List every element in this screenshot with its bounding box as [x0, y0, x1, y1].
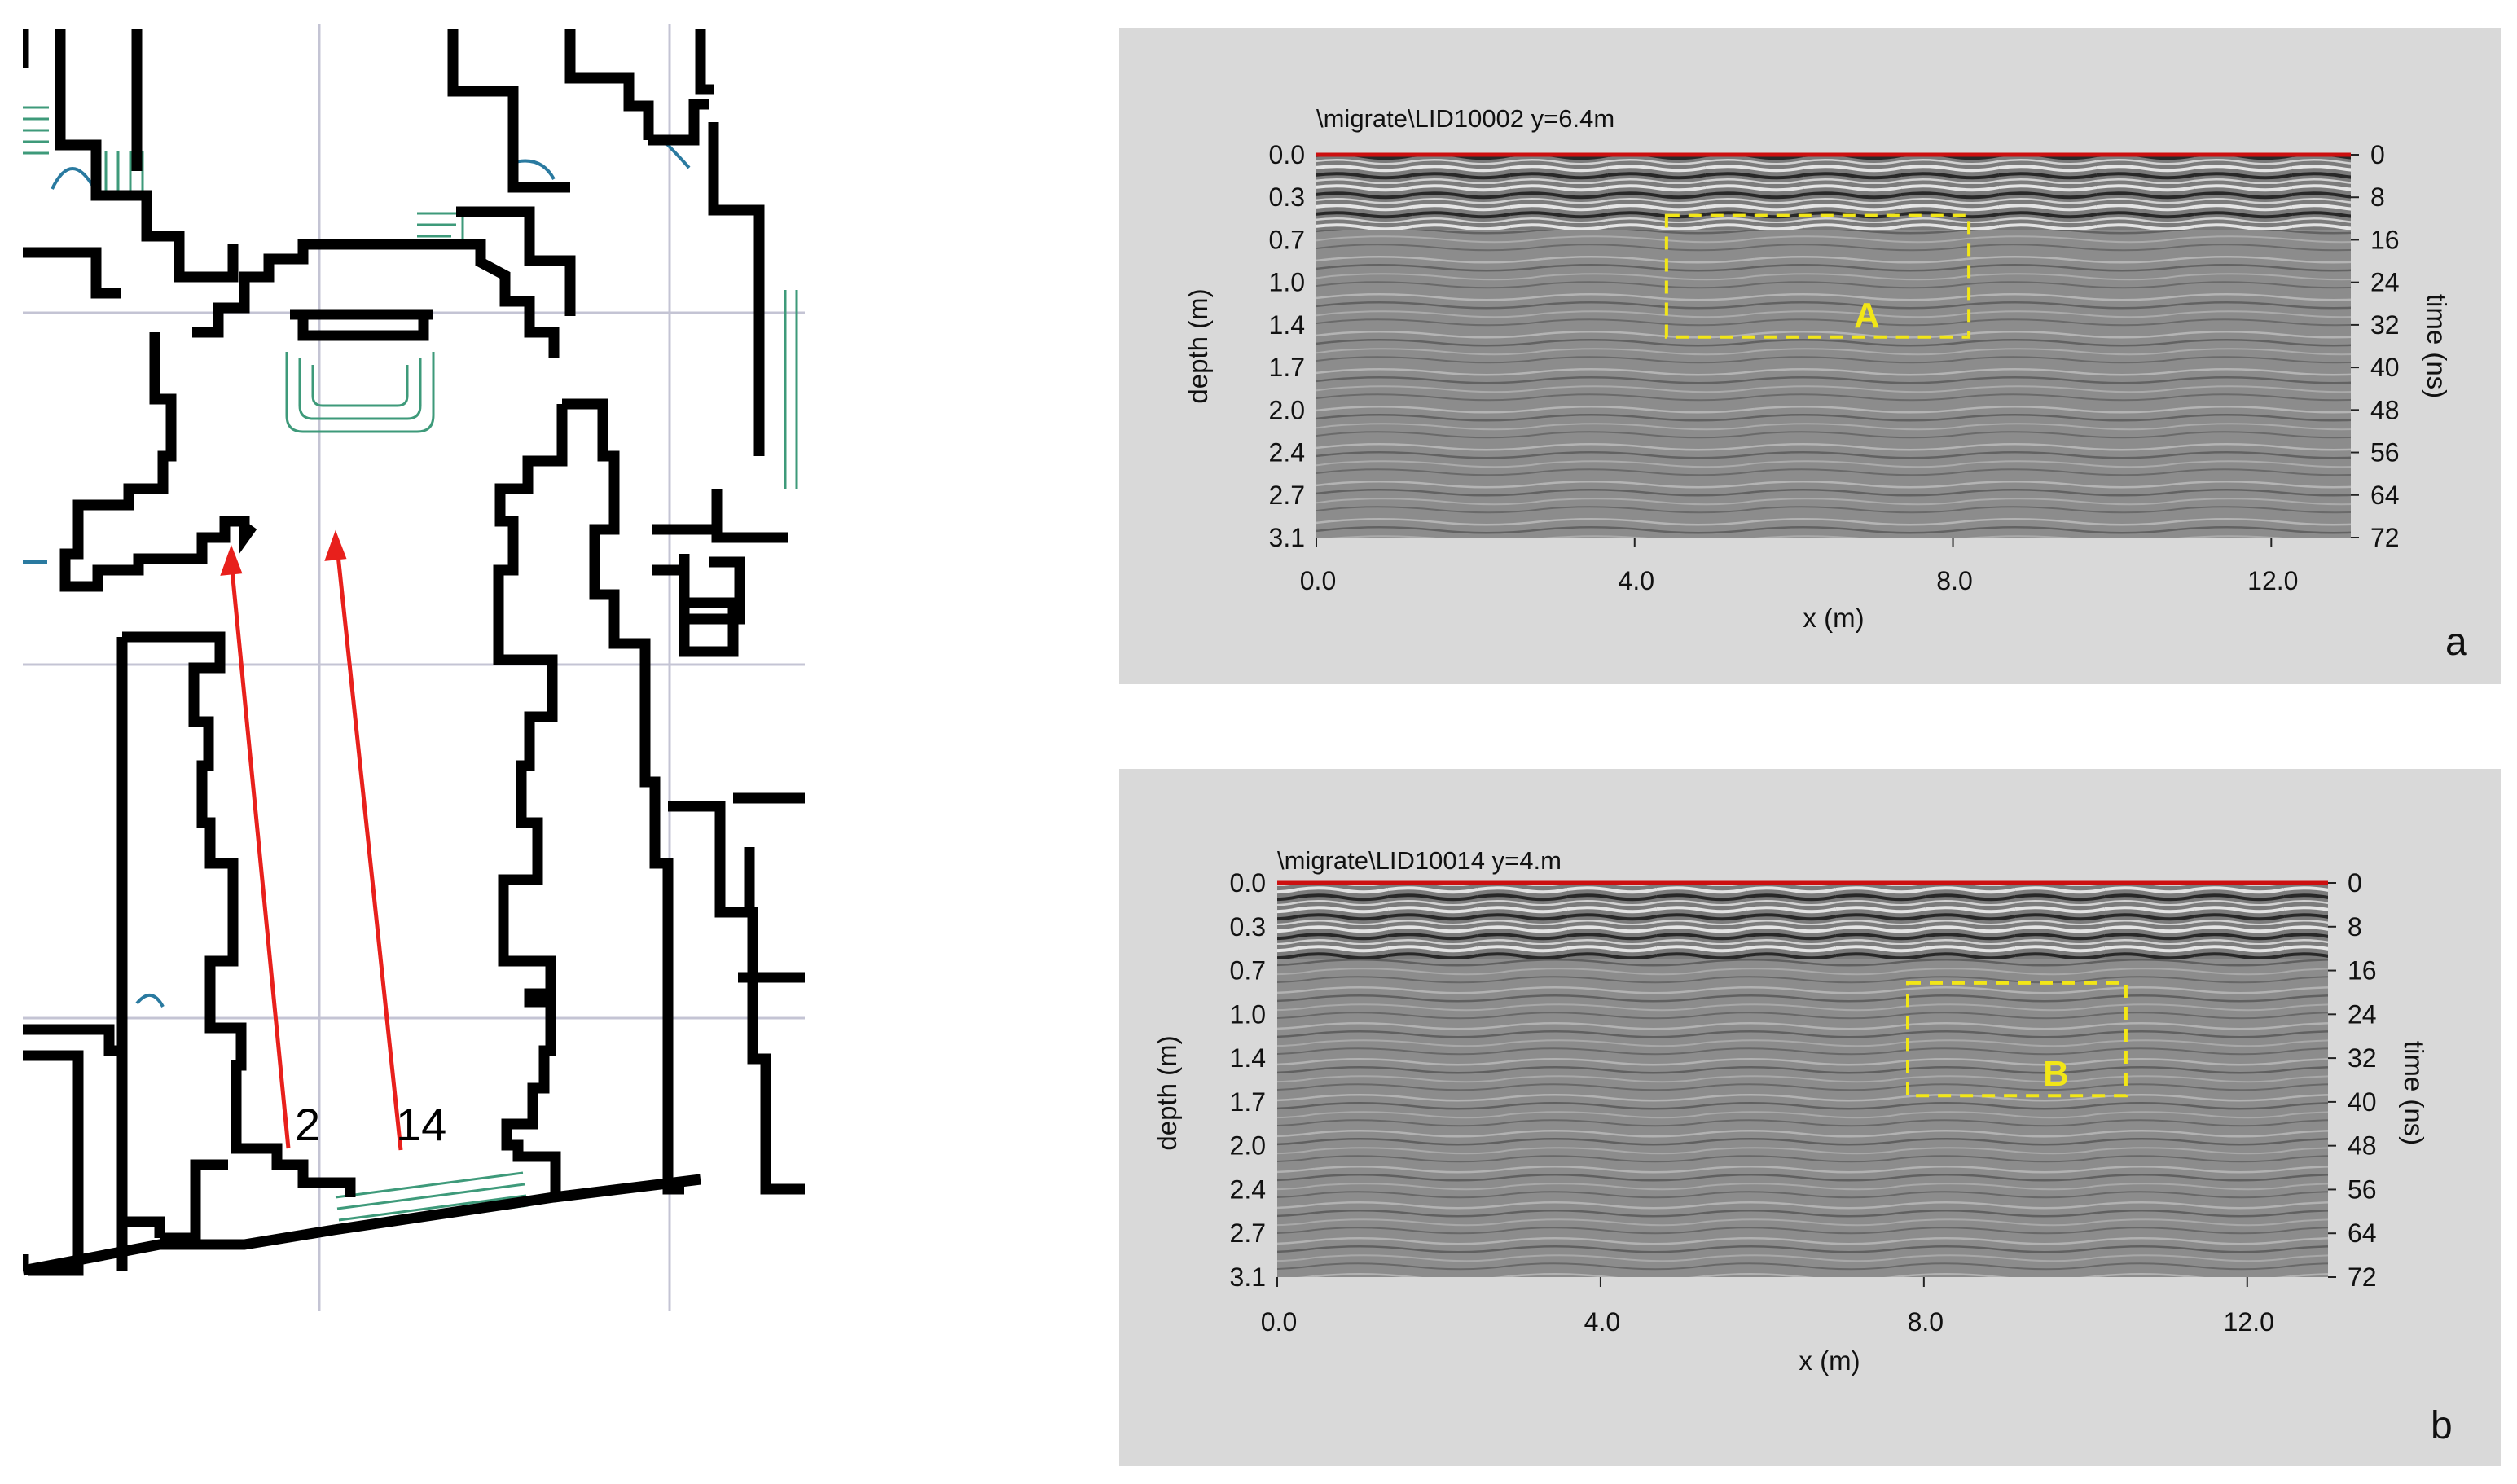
panel-letter-a: a	[2445, 621, 2467, 664]
depth-tick-label: 3.1	[1230, 1262, 1266, 1292]
depth-axis-label-b: depth (m)	[1152, 1035, 1182, 1150]
time-tick-label: 64	[2348, 1218, 2377, 1248]
time-tick-label: 0	[2370, 140, 2385, 169]
radargram-panel-b: \migrate\LID10014 y=4.m 0.0 0.3 0.7 1.0 1.4 1…	[1119, 769, 2501, 1466]
time-tick-label: 56	[2348, 1174, 2377, 1204]
depth-tick-label: 0.0	[1230, 868, 1266, 898]
time-tick-label: 48	[2370, 395, 2400, 424]
depth-tick-label: 1.0	[1269, 268, 1305, 297]
anomaly-label-a: A	[1854, 296, 1880, 336]
time-tick-label: 0	[2348, 868, 2362, 898]
time-tick-label: 64	[2370, 481, 2400, 510]
time-tick-label: 16	[2348, 956, 2377, 986]
time-tick-label: 72	[2348, 1262, 2377, 1292]
time-tick-label: 40	[2348, 1087, 2377, 1117]
time-tick-label: 16	[2370, 225, 2400, 254]
depth-axis-label-a: depth (m)	[1183, 288, 1213, 403]
profile-label-2: 2	[295, 1099, 320, 1150]
depth-tick-label: 1.4	[1230, 1043, 1266, 1073]
section-a-title: \migrate\LID10002 y=6.4m	[1316, 104, 1614, 133]
plan-stairs	[23, 106, 798, 1232]
depth-tick-label: 0.7	[1230, 956, 1266, 986]
plan-profiles	[220, 529, 403, 1151]
time-tick-label: 24	[2348, 999, 2377, 1029]
x-tick-label: 0.0	[1261, 1307, 1297, 1337]
depth-tick-label: 2.0	[1230, 1131, 1266, 1161]
depth-tick-label: 2.7	[1230, 1218, 1266, 1248]
time-tick-label: 56	[2370, 438, 2400, 468]
panel-letter-b: b	[2431, 1404, 2453, 1447]
depth-tick-label: 1.7	[1230, 1087, 1266, 1117]
x-tick-label: 4.0	[1584, 1307, 1620, 1337]
depth-tick-label: 3.1	[1269, 523, 1305, 552]
profile-2-arrowhead	[220, 544, 243, 576]
profile-2-line	[229, 561, 291, 1149]
time-tick-label: 8	[2370, 182, 2385, 212]
axes-a: 0.0 0.3 0.7 1.0 1.4 1.7 2.0 2.4 2.7 3.1 0 8 16 24 32 40…	[1269, 140, 2400, 595]
depth-tick-label: 0.0	[1269, 140, 1305, 169]
x-tick-label: 8.0	[1936, 566, 1972, 595]
section-b-title: \migrate\LID10014 y=4.m	[1277, 846, 1562, 875]
profile-14-arrowhead	[324, 529, 347, 561]
radargram-image-b	[1277, 883, 2328, 1277]
floor-plan: 2 14	[23, 24, 805, 1311]
time-axis-label-a: time (ns)	[2422, 294, 2452, 398]
depth-tick-label: 0.7	[1269, 225, 1305, 254]
x-tick-label: 12.0	[2247, 566, 2298, 595]
time-tick-label: 24	[2370, 268, 2400, 297]
x-tick-label: 0.0	[1300, 566, 1336, 595]
anomaly-label-b: B	[2043, 1054, 2069, 1094]
plan-walls	[23, 29, 805, 1276]
depth-tick-label: 1.7	[1269, 353, 1305, 382]
time-tick-label: 32	[2348, 1043, 2377, 1073]
profile-14-line	[335, 547, 403, 1151]
time-tick-label: 48	[2348, 1131, 2377, 1161]
x-tick-label: 12.0	[2224, 1307, 2274, 1337]
time-tick-label: 40	[2370, 353, 2400, 382]
x-tick-label: 4.0	[1619, 566, 1654, 595]
radargram-panel-a: \migrate\LID10002 y=6.4m 0.0 0.3 0.7 1.0 1.4…	[1119, 28, 2501, 684]
depth-tick-label: 0.3	[1230, 912, 1266, 942]
time-tick-label: 72	[2370, 523, 2400, 552]
depth-tick-label: 1.4	[1269, 310, 1305, 340]
depth-tick-label: 2.7	[1269, 481, 1305, 510]
x-axis-label-a: x (m)	[1803, 603, 1864, 633]
depth-tick-label: 0.3	[1269, 182, 1305, 212]
time-axis-label-b: time (ns)	[2399, 1041, 2429, 1145]
depth-tick-label: 2.4	[1230, 1174, 1266, 1204]
x-tick-label: 8.0	[1908, 1307, 1944, 1337]
radargram-image-a	[1316, 155, 2351, 538]
depth-tick-label: 2.0	[1269, 395, 1305, 424]
time-tick-label: 8	[2348, 912, 2362, 942]
profile-label-14: 14	[396, 1099, 446, 1150]
x-axis-label-b: x (m)	[1799, 1346, 1860, 1376]
depth-tick-label: 1.0	[1230, 999, 1266, 1029]
time-tick-label: 32	[2370, 310, 2400, 340]
anomaly-box-a	[1664, 213, 1971, 339]
anomaly-box-b	[1906, 981, 2128, 1098]
depth-tick-label: 2.4	[1269, 438, 1305, 468]
axes-b: 0.0 0.3 0.7 1.0 1.4 1.7 2.0 2.4 2.7 3.1 0 8 16 24 32 40…	[1230, 868, 2377, 1337]
